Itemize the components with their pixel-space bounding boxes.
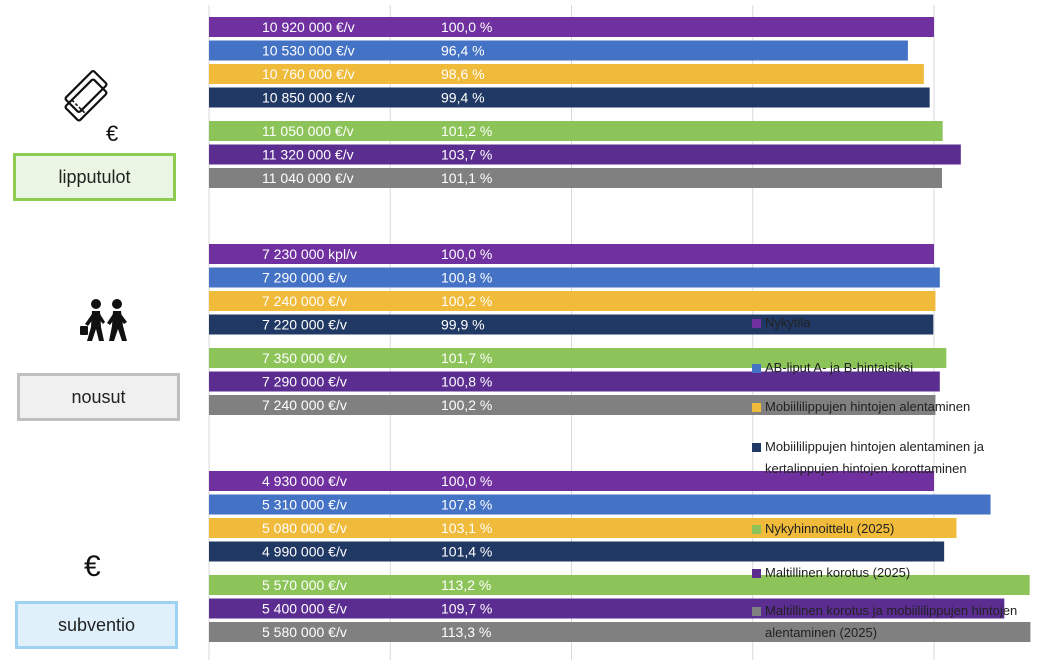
bar-value-label: 10 760 000 €/v bbox=[262, 66, 355, 82]
euro-symbol-small: € bbox=[106, 121, 118, 146]
legend-label: Maltillinen korotus (2025) bbox=[765, 565, 911, 580]
bar-percent-label: 103,7 % bbox=[441, 147, 492, 163]
bar bbox=[209, 471, 934, 491]
bar bbox=[209, 541, 945, 562]
legend-label: Maltillinen korotus ja mobiililippujen h… bbox=[765, 603, 1018, 640]
bar-value-label: 5 580 000 €/v bbox=[262, 624, 347, 640]
legend-label: Nykyhinnoittelu (2025) bbox=[765, 521, 895, 536]
walking-people-icon bbox=[80, 299, 127, 341]
bar-percent-label: 99,4 % bbox=[441, 90, 485, 106]
bar-value-label: 11 040 000 €/v bbox=[262, 170, 354, 186]
bar bbox=[209, 622, 1031, 642]
legend-swatch bbox=[752, 364, 761, 373]
bar bbox=[209, 598, 1005, 619]
legend-label: Nykytila bbox=[765, 315, 811, 330]
legend-item: Nykytila bbox=[752, 312, 1055, 334]
bar-value-label: 5 400 000 €/v bbox=[262, 601, 347, 617]
label-nousut: nousut bbox=[17, 373, 180, 421]
bar bbox=[209, 518, 957, 538]
bar-value-label: 5 570 000 €/v bbox=[262, 577, 347, 593]
bar-percent-label: 101,7 % bbox=[441, 350, 492, 366]
bar bbox=[209, 291, 936, 311]
bar bbox=[209, 17, 934, 37]
bar-percent-label: 101,4 % bbox=[441, 544, 492, 560]
bar-value-label: 7 220 000 €/v bbox=[262, 317, 347, 333]
bar-value-label: 7 240 000 €/v bbox=[262, 397, 347, 413]
legend-label: Mobiililippujen hintojen alentaminen bbox=[765, 399, 971, 414]
bar-percent-label: 101,2 % bbox=[441, 123, 492, 139]
legend-swatch bbox=[752, 607, 761, 616]
bar bbox=[209, 575, 1030, 595]
bar-value-label: 7 290 000 €/v bbox=[262, 270, 347, 286]
bar-value-label: 7 350 000 €/v bbox=[262, 350, 347, 366]
legend-item: Mobiililippujen hintojen alentaminen ja … bbox=[752, 436, 1035, 480]
bar-percent-label: 101,1 % bbox=[441, 170, 492, 186]
legend-swatch bbox=[752, 403, 761, 412]
bar-percent-label: 107,8 % bbox=[441, 497, 492, 513]
legend-item: Maltillinen korotus (2025) bbox=[752, 562, 1055, 584]
bar bbox=[209, 494, 991, 515]
bar-value-label: 5 310 000 €/v bbox=[262, 497, 347, 513]
bar-value-label: 11 050 000 €/v bbox=[262, 123, 354, 139]
bar bbox=[209, 64, 924, 84]
legend-swatch bbox=[752, 319, 761, 328]
legend-item: Nykyhinnoittelu (2025) bbox=[752, 518, 1055, 540]
legend-item: AB-liput A- ja B-hintaisiksi bbox=[752, 357, 1055, 379]
bar-percent-label: 109,7 % bbox=[441, 601, 492, 617]
ticket-euro-icon bbox=[64, 70, 108, 122]
bar-value-label: 5 080 000 €/v bbox=[262, 520, 347, 536]
bar-value-label: 10 920 000 €/v bbox=[262, 19, 355, 35]
legend-item: Mobiililippujen hintojen alentaminen bbox=[752, 396, 1055, 418]
bar-percent-label: 113,2 % bbox=[441, 577, 491, 593]
bar-percent-label: 98,6 % bbox=[441, 66, 485, 82]
bar-labels: 10 920 000 €/v 100,0 % 10 530 000 €/v 96,4 … bbox=[262, 19, 492, 640]
legend-label: Mobiililippujen hintojen alentaminen ja … bbox=[765, 439, 984, 476]
bar-value-label: 11 320 000 €/v bbox=[262, 147, 354, 163]
legend-label: AB-liput A- ja B-hintaisiksi bbox=[765, 360, 914, 375]
bar-percent-label: 100,0 % bbox=[441, 246, 492, 262]
bar-percent-label: 100,2 % bbox=[441, 293, 492, 309]
bar bbox=[209, 348, 947, 368]
bar-percent-label: 103,1 % bbox=[441, 520, 492, 536]
bar bbox=[209, 244, 934, 264]
bar bbox=[209, 87, 930, 108]
bar-value-label: 7 230 000 kpl/v bbox=[262, 246, 357, 262]
bar-percent-label: 96,4 % bbox=[441, 43, 485, 59]
bar-value-label: 4 930 000 €/v bbox=[262, 473, 347, 489]
bar-value-label: 4 990 000 €/v bbox=[262, 544, 347, 560]
bar-value-label: 10 850 000 €/v bbox=[262, 90, 355, 106]
bar-value-label: 7 240 000 €/v bbox=[262, 293, 347, 309]
legend-swatch bbox=[752, 569, 761, 578]
legend-item: Maltillinen korotus ja mobiililippujen h… bbox=[752, 600, 1055, 644]
bar-percent-label: 100,2 % bbox=[441, 397, 492, 413]
bar-percent-label: 100,0 % bbox=[441, 19, 492, 35]
bar bbox=[209, 121, 943, 141]
bar-value-label: 7 290 000 €/v bbox=[262, 374, 347, 390]
bar-percent-label: 100,8 % bbox=[441, 374, 492, 390]
bar-percent-label: 100,0 % bbox=[441, 473, 492, 489]
bar bbox=[209, 144, 961, 165]
bar bbox=[209, 168, 942, 188]
bar-percent-label: 99,9 % bbox=[441, 317, 485, 333]
bar bbox=[209, 267, 940, 288]
bar-series bbox=[209, 17, 1031, 642]
legend-swatch bbox=[752, 525, 761, 534]
bar bbox=[209, 371, 940, 392]
label-lipputulot: lipputulot bbox=[13, 153, 176, 201]
bar-percent-label: 113,3 % bbox=[441, 624, 491, 640]
bar bbox=[209, 40, 908, 61]
euro-icon: € bbox=[84, 550, 101, 583]
legend-swatch bbox=[752, 443, 761, 452]
bar-percent-label: 100,8 % bbox=[441, 270, 492, 286]
label-subventio: subventio bbox=[15, 601, 178, 649]
bar-value-label: 10 530 000 €/v bbox=[262, 43, 355, 59]
